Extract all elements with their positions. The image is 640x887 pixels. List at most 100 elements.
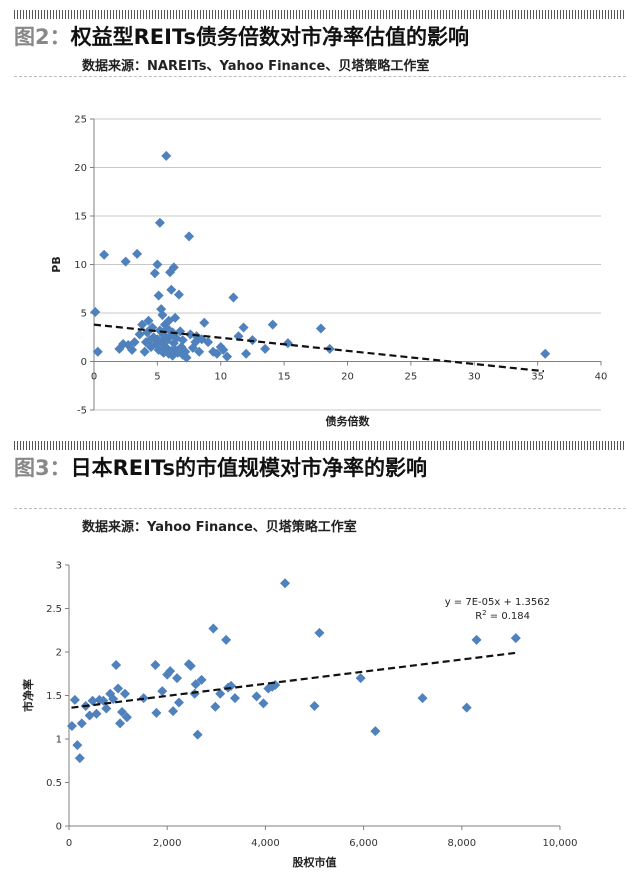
data-point	[121, 712, 132, 723]
data-point	[471, 634, 482, 645]
y-tick-label: 15	[74, 212, 87, 223]
trendline-r-squared: R2 = 0.184	[475, 609, 530, 622]
data-point	[150, 660, 161, 671]
data-point	[120, 256, 131, 267]
data-point	[221, 634, 232, 645]
trendline	[93, 323, 545, 373]
data-point	[92, 346, 103, 357]
figure-title: 图2：权益型REITs债务倍数对市净率估值的影响	[14, 21, 469, 51]
data-point	[152, 259, 163, 270]
divider-rule	[14, 76, 626, 77]
data-point	[119, 688, 130, 699]
data-point	[258, 698, 269, 709]
figure-title-text: 权益型REITs债务倍数对市净率估值的影响	[70, 25, 469, 49]
data-point	[210, 701, 221, 712]
data-point	[143, 315, 154, 326]
data-point	[282, 338, 293, 349]
data-point	[203, 337, 214, 348]
header-hatch-bar	[14, 10, 626, 19]
data-point	[99, 249, 110, 260]
x-axis-title: 股权市值	[293, 855, 337, 869]
y-tick-label: -5	[77, 406, 87, 417]
data-point	[228, 292, 239, 303]
x-tick-label: 5	[154, 372, 160, 383]
y-tick-label: 0.5	[46, 778, 62, 789]
data-point	[370, 726, 381, 737]
figure-title: 图3：日本REITs的市值规模对市净率的影响	[14, 452, 427, 482]
r2-superscript: 2	[482, 609, 486, 617]
data-point	[315, 323, 326, 334]
data-point	[91, 708, 102, 719]
data-point	[172, 673, 183, 684]
x-tick-label: 10,000	[543, 838, 578, 849]
data-point	[154, 217, 165, 228]
data-point	[181, 352, 192, 363]
data-point	[161, 150, 172, 161]
r2-symbol: R	[475, 611, 482, 622]
x-tick-label: 0	[66, 838, 72, 849]
x-tick-label: 0	[91, 372, 97, 383]
data-point	[267, 319, 278, 330]
data-point	[84, 710, 95, 721]
data-point	[309, 700, 320, 711]
x-tick-label: 8,000	[447, 838, 476, 849]
data-point	[185, 660, 196, 671]
data-point	[194, 346, 205, 357]
data-point	[149, 268, 160, 279]
x-tick-label: 20	[341, 372, 354, 383]
data-point	[101, 703, 112, 714]
data-point	[189, 688, 200, 699]
data-point	[132, 248, 143, 259]
x-tick-label: 40	[595, 372, 608, 383]
figure-number: 图3：	[14, 456, 71, 480]
x-tick-label: 30	[468, 372, 481, 383]
trendline-equation: y = 7E-05x + 1.3562	[445, 597, 550, 608]
data-point	[241, 348, 252, 359]
data-point	[127, 344, 138, 355]
data-point	[170, 312, 181, 323]
y-tick-label: 1.5	[46, 691, 62, 702]
data-point	[157, 309, 168, 320]
chart-debt-multiple-vs-pb: -5 0 5 10 15 20 25 0 5 10 15 20 25 30 35 40 债务倍数 PB	[50, 115, 608, 429]
data-point	[117, 707, 128, 718]
data-point	[192, 729, 203, 740]
data-point	[168, 706, 179, 717]
x-tick-label: 10	[214, 372, 227, 383]
data-point	[134, 329, 145, 340]
data-point	[90, 307, 101, 318]
data-point	[540, 348, 551, 359]
data-point	[139, 346, 150, 357]
data-point	[280, 578, 291, 589]
data-point	[168, 262, 179, 273]
x-tick-label: 25	[405, 372, 418, 383]
data-point	[190, 679, 201, 690]
data-point	[355, 673, 366, 684]
data-point	[208, 623, 219, 634]
y-tick-label: 25	[74, 115, 87, 126]
r2-value: = 0.184	[487, 611, 530, 622]
data-point	[66, 720, 77, 731]
data-point	[151, 707, 162, 718]
y-axis-title: PB	[50, 256, 63, 272]
data-point	[461, 702, 472, 713]
data-point	[72, 740, 83, 751]
data-point	[417, 693, 428, 704]
data-point	[157, 686, 168, 697]
data-source: 数据来源：NAREITs、Yahoo Finance、贝塔策略工作室	[82, 59, 430, 74]
data-point	[137, 319, 148, 330]
y-tick-label: 2.5	[46, 604, 62, 615]
header-hatch-bar	[14, 441, 626, 450]
y-tick-label: 1	[56, 735, 62, 746]
data-point	[196, 674, 207, 685]
data-point	[314, 627, 325, 638]
divider-rule	[14, 508, 626, 509]
y-tick-label: 20	[74, 163, 87, 174]
data-point	[129, 337, 140, 348]
data-point	[218, 344, 229, 355]
data-point	[510, 633, 521, 644]
x-tick-label: 15	[278, 372, 291, 383]
figure-title-text: 日本REITs的市值规模对市净率的影响	[70, 456, 427, 480]
y-tick-label: 5	[81, 309, 87, 320]
data-point	[69, 694, 80, 705]
data-point	[177, 335, 188, 346]
